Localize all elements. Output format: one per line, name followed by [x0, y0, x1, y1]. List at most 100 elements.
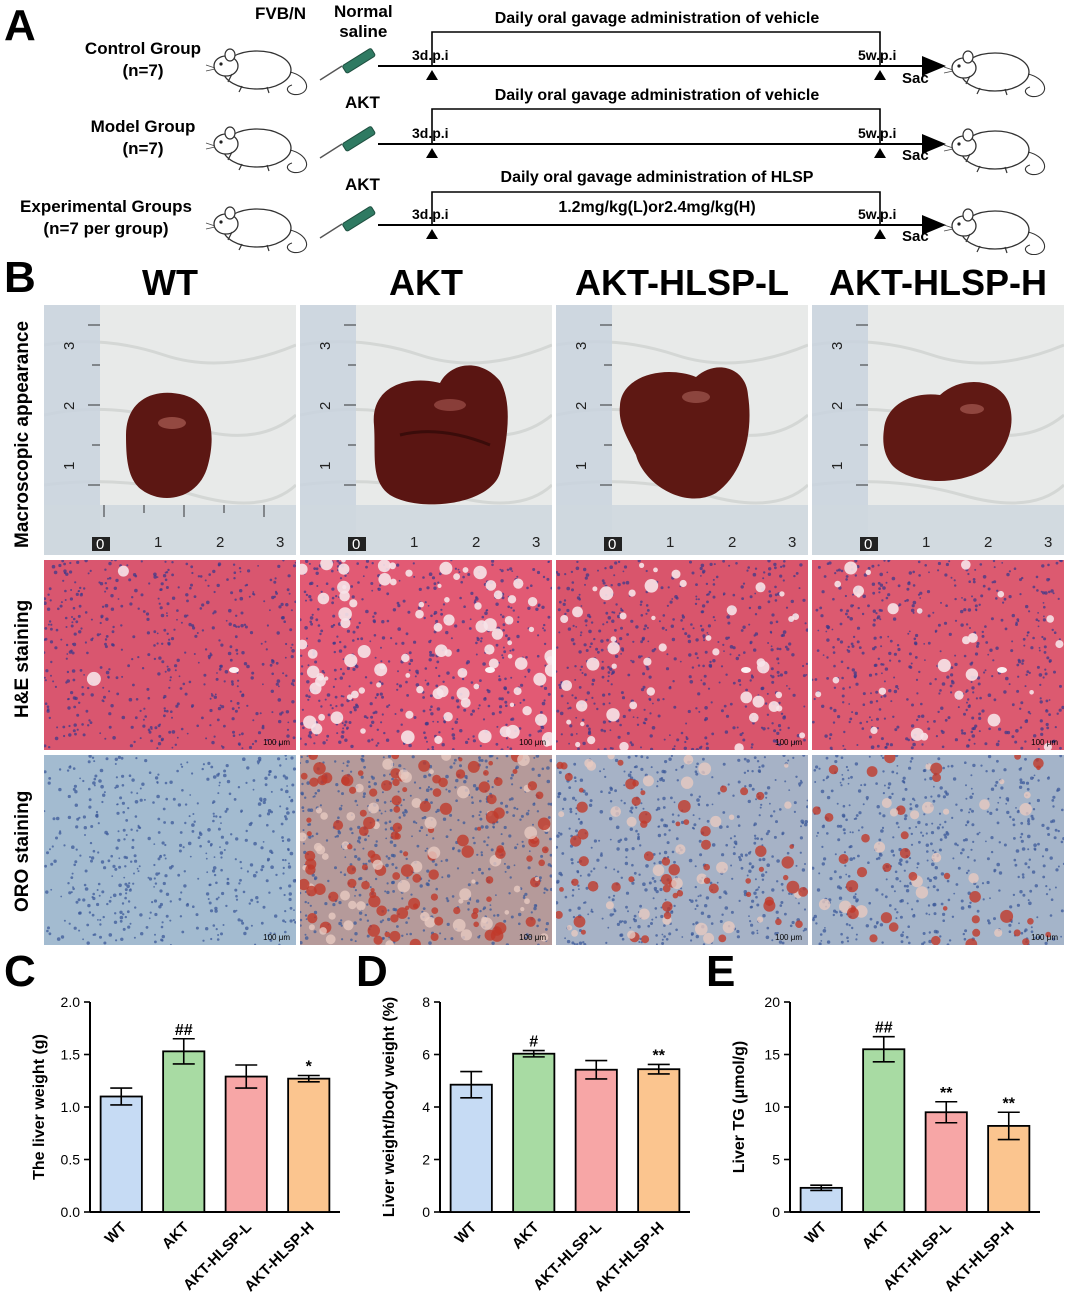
panel-label-d: D — [356, 947, 388, 996]
svg-text:2: 2 — [573, 402, 590, 410]
svg-text:3: 3 — [573, 342, 590, 350]
treatment-model: Daily oral gavage administration of vehi… — [494, 87, 820, 104]
scale-bar-label: 100 μm — [1031, 738, 1058, 747]
y-tick-label: 15 — [764, 1047, 780, 1063]
bar — [574, 1068, 618, 1213]
bar — [799, 1186, 843, 1213]
bar — [512, 1052, 556, 1213]
y-axis-label: The liver weight (g) — [31, 1034, 48, 1180]
svg-text:2: 2 — [61, 402, 78, 410]
scale-bar-label: 100 μm — [263, 933, 290, 942]
column-header-akt-hlsp-h: AKT-HLSP-H — [829, 262, 1047, 303]
svg-text:1: 1 — [666, 534, 674, 551]
x-tick-label: AKT — [159, 1219, 193, 1253]
svg-text:3: 3 — [61, 342, 78, 350]
scale-bar-label: 100 μm — [519, 738, 546, 747]
end-mark-2: 5w.p.i — [858, 125, 897, 141]
svg-text:0: 0 — [608, 536, 616, 553]
svg-text:3: 3 — [317, 342, 334, 350]
svg-text:3: 3 — [1044, 534, 1052, 551]
group-name-model: Model Group — [90, 117, 196, 136]
y-tick-label: 6 — [422, 1047, 430, 1063]
scale-bar-label: 100 μm — [775, 738, 802, 747]
x-tick-label: AKT — [509, 1219, 543, 1253]
panel-label-e: E — [706, 947, 736, 996]
x-tick-label: WT — [802, 1219, 831, 1248]
svg-text:1: 1 — [573, 462, 590, 470]
macro-image-akt-hlsp-h: 3 2 1 0 1 2 3 — [812, 305, 1064, 555]
scale-bar-label: 100 μm — [1031, 933, 1058, 942]
row-label-he: H&E staining — [12, 599, 33, 718]
svg-text:3: 3 — [788, 534, 796, 551]
significance-label: # — [529, 1034, 538, 1051]
akt-label-model: AKT — [345, 93, 380, 112]
x-tick-label: WT — [452, 1219, 481, 1248]
timeline-diagram — [205, 31, 1046, 255]
column-header-akt-hlsp-l: AKT-HLSP-L — [575, 262, 789, 303]
macro-image-akt: 3 2 1 0 1 2 3 — [300, 305, 552, 555]
oro-image-akt-hlsp-h: 100 μm — [812, 755, 1064, 945]
significance-label: ** — [653, 1047, 666, 1064]
group-name-control: Control Group — [84, 39, 202, 58]
y-tick-label: 5 — [772, 1152, 780, 1168]
chart-liver-weight: 0.0 0.5 1.0 1.5 2.0 The liver weight (g) WT ## A… — [31, 994, 340, 1295]
strain-label: FVB/N — [255, 4, 306, 23]
panel-label-b: B — [4, 253, 36, 302]
oro-image-wt: 100 μm — [44, 755, 296, 945]
he-image-akt-hlsp-l: 100 μm — [556, 560, 808, 750]
oro-image-akt: 100 μm — [300, 755, 552, 945]
group-name-experimental: Experimental Groups — [20, 197, 192, 216]
row-label-macroscopic: Macroscopic appearance — [12, 320, 33, 548]
macro-image-wt: 3 2 1 0 1 2 3 — [44, 305, 296, 555]
significance-label: * — [306, 1059, 313, 1076]
bar — [99, 1095, 143, 1213]
column-header-wt: WT — [142, 262, 198, 303]
svg-text:2: 2 — [984, 534, 992, 551]
y-axis-label: Liver TG (μmol/g) — [731, 1041, 748, 1173]
column-header-akt: AKT — [389, 262, 463, 303]
he-image-akt: 100 μm — [300, 560, 552, 750]
start-mark-1: 3d.p.i — [412, 47, 449, 63]
svg-text:1: 1 — [154, 534, 162, 551]
bar — [162, 1050, 206, 1213]
bar — [637, 1068, 681, 1213]
svg-text:3: 3 — [276, 534, 284, 551]
dose-exp: 1.2mg/kg(L)or2.4mg/kg(H) — [558, 199, 756, 216]
y-tick-label: 10 — [764, 1099, 780, 1115]
bar — [287, 1077, 331, 1213]
svg-text:2: 2 — [472, 534, 480, 551]
start-mark-3: 3d.p.i — [412, 206, 449, 222]
svg-text:1: 1 — [410, 534, 418, 551]
svg-text:0: 0 — [864, 536, 872, 553]
svg-text:3: 3 — [532, 534, 540, 551]
y-tick-label: 0 — [772, 1204, 780, 1220]
svg-text:0: 0 — [352, 536, 360, 553]
scale-bar-label: 100 μm — [263, 738, 290, 747]
bar — [449, 1083, 493, 1213]
scale-bar-label: 100 μm — [519, 933, 546, 942]
y-tick-label: 1.5 — [61, 1047, 81, 1063]
end-mark-3: 5w.p.i — [858, 206, 897, 222]
svg-text:1: 1 — [317, 462, 334, 470]
x-tick-label: AKT — [859, 1219, 893, 1253]
svg-text:2: 2 — [829, 402, 846, 410]
y-tick-label: 0 — [422, 1204, 430, 1220]
group-n-experimental: (n=7 per group) — [43, 219, 169, 238]
svg-text:2: 2 — [317, 402, 334, 410]
y-tick-label: 0.5 — [61, 1152, 81, 1168]
significance-label: ** — [940, 1085, 953, 1102]
svg-text:2: 2 — [216, 534, 224, 551]
start-mark-2: 3d.p.i — [412, 125, 449, 141]
significance-label: ## — [175, 1022, 193, 1039]
bar — [224, 1075, 268, 1213]
svg-text:3: 3 — [829, 342, 846, 350]
treatment-control: Daily oral gavage administration of vehi… — [494, 10, 820, 27]
y-tick-label: 2.0 — [61, 994, 81, 1010]
treatment-exp: Daily oral gavage administration of HLSP — [500, 169, 814, 186]
y-tick-label: 1.0 — [61, 1099, 81, 1115]
oro-image-akt-hlsp-l: 100 μm — [556, 755, 808, 945]
he-image-akt-hlsp-h: 100 μm — [812, 560, 1064, 750]
y-tick-label: 0.0 — [61, 1204, 81, 1220]
